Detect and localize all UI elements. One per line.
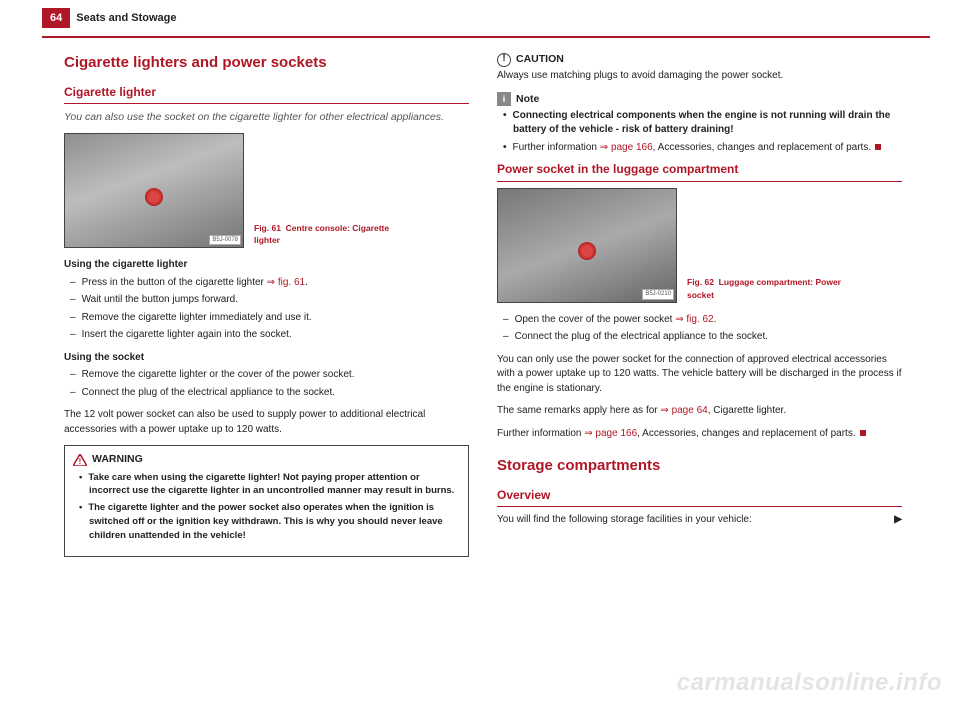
- socket-paragraph: The 12 volt power socket can also be use…: [64, 408, 469, 437]
- text: Further information: [513, 142, 600, 153]
- ref-link[interactable]: ⇒ page 64: [660, 405, 707, 416]
- list-item: Insert the cigarette lighter again into …: [66, 328, 469, 343]
- using-lighter-list: Press in the button of the cigarette lig…: [64, 276, 469, 343]
- left-column: Cigarette lighters and power sockets Cig…: [64, 52, 469, 557]
- figure-62-tag: B5J-0210: [642, 289, 674, 300]
- list-item: Connect the plug of the electrical appli…: [499, 330, 902, 345]
- note-title: Note: [516, 92, 539, 107]
- figure-62-image: B5J-0210: [497, 188, 677, 303]
- storage-heading: Storage compartments: [497, 455, 902, 477]
- ref-link[interactable]: ⇒ fig. 61: [267, 277, 305, 288]
- overview-text: You will find the following storage faci…: [497, 513, 902, 528]
- figure-61: B5J-0078 Fig. 61 Centre console: Cigaret…: [64, 133, 469, 248]
- list-item: Remove the cigarette lighter or the cove…: [66, 368, 469, 383]
- caution-row: ! CAUTION: [497, 52, 902, 67]
- warning-list: Take care when using the cigarette light…: [73, 471, 460, 543]
- paragraph: You can only use the power socket for th…: [497, 353, 902, 397]
- text: Further information: [497, 428, 584, 439]
- text: , Accessories, changes and replacement o…: [653, 142, 871, 153]
- figure-62: B5J-0210 Fig. 62 Luggage compartment: Po…: [497, 188, 902, 303]
- power-socket-steps: Open the cover of the power socket ⇒ fig…: [497, 313, 902, 345]
- ref-link[interactable]: ⇒ page 166: [584, 428, 637, 439]
- figure-61-caption: Fig. 61 Centre console: Cigarette lighte…: [254, 222, 414, 249]
- intro-text: You can also use the socket on the cigar…: [64, 110, 469, 125]
- text: The same remarks apply here as for: [497, 405, 660, 416]
- figure-61-image: B5J-0078: [64, 133, 244, 248]
- list-item: Connecting electrical components when th…: [499, 109, 902, 138]
- svg-text:!: !: [79, 457, 82, 466]
- end-mark-icon: [875, 144, 881, 150]
- list-item: Take care when using the cigarette light…: [75, 471, 460, 499]
- continue-arrow-icon: ▶: [894, 513, 902, 528]
- sub-heading-lighter: Cigarette lighter: [64, 84, 469, 104]
- list-item: The cigarette lighter and the power sock…: [75, 501, 460, 542]
- warning-head: ! WARNING: [73, 452, 460, 467]
- text: Press in the button of the cigarette lig…: [82, 277, 267, 288]
- list-item: Press in the button of the cigarette lig…: [66, 276, 469, 291]
- watermark: carmanualsonline.info: [677, 669, 942, 697]
- note-icon: i: [497, 92, 511, 106]
- using-socket-title: Using the socket: [64, 351, 469, 366]
- warning-title: WARNING: [92, 452, 143, 467]
- overview-sub: Overview: [497, 487, 902, 507]
- caution-text: Always use matching plugs to avoid damag…: [497, 69, 902, 84]
- fig61-prefix: Fig. 61: [254, 223, 281, 233]
- end-mark-icon: [860, 430, 866, 436]
- paragraph: Further information ⇒ page 166, Accessor…: [497, 427, 902, 442]
- warning-triangle-icon: !: [73, 454, 87, 466]
- text: , Cigarette lighter.: [708, 405, 786, 416]
- list-item: Connect the plug of the electrical appli…: [66, 386, 469, 401]
- right-column: ! CAUTION Always use matching plugs to a…: [497, 52, 902, 557]
- figure-61-tag: B5J-0078: [209, 235, 241, 246]
- figure-62-caption: Fig. 62 Luggage compartment: Power socke…: [687, 276, 847, 303]
- text: , Accessories, changes and replacement o…: [637, 428, 855, 439]
- text: Open the cover of the power socket: [515, 314, 676, 325]
- note-item1: Connecting electrical components when th…: [513, 110, 891, 136]
- text: .: [714, 314, 717, 325]
- using-lighter-title: Using the cigarette lighter: [64, 258, 469, 273]
- sub-heading-power-socket: Power socket in the luggage compartment: [497, 161, 902, 181]
- warning-box: ! WARNING Take care when using the cigar…: [64, 445, 469, 557]
- note-list: Connecting electrical components when th…: [497, 109, 902, 156]
- text: .: [305, 277, 308, 288]
- caution-title: CAUTION: [516, 52, 564, 67]
- fig62-prefix: Fig. 62: [687, 277, 714, 287]
- main-heading: Cigarette lighters and power sockets: [64, 52, 469, 74]
- list-item: Further information ⇒ page 166, Accessor…: [499, 141, 902, 156]
- ref-link[interactable]: ⇒ page 166: [600, 142, 653, 153]
- text: You will find the following storage faci…: [497, 514, 752, 525]
- note-row: i Note: [497, 92, 902, 107]
- page-number: 64: [42, 8, 70, 28]
- section-title: Seats and Stowage: [76, 12, 176, 24]
- caution-icon: !: [497, 53, 511, 67]
- paragraph: The same remarks apply here as for ⇒ pag…: [497, 404, 902, 419]
- list-item: Open the cover of the power socket ⇒ fig…: [499, 313, 902, 328]
- list-item: Wait until the button jumps forward.: [66, 293, 469, 308]
- using-socket-list: Remove the cigarette lighter or the cove…: [64, 368, 469, 400]
- ref-link[interactable]: ⇒ fig. 62: [675, 314, 713, 325]
- list-item: Remove the cigarette lighter immediately…: [66, 311, 469, 326]
